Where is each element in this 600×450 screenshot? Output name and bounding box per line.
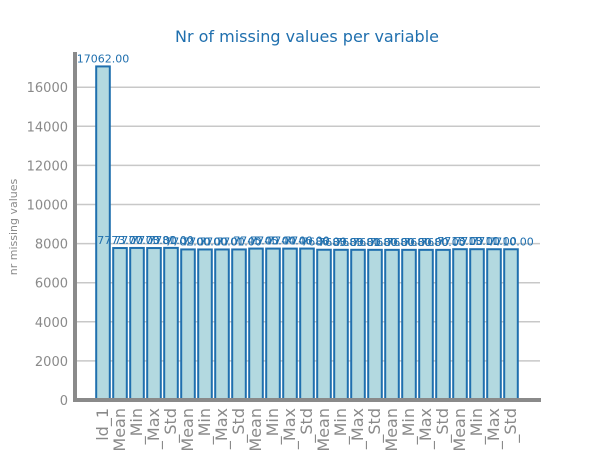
data-label: 7683.00 — [318, 236, 364, 249]
x-tick-label: _Min — [195, 408, 215, 445]
data-label: 7710.00 — [488, 235, 534, 248]
bar — [503, 248, 519, 401]
y-tick-label: 10000 — [27, 198, 68, 213]
x-tick-label: _Max — [416, 408, 436, 450]
bar — [316, 248, 332, 401]
x-tick-label: _Std — [161, 408, 181, 444]
y-tick-label: 14000 — [27, 120, 68, 135]
bar — [163, 246, 179, 401]
y-tick-label: 2000 — [35, 355, 68, 370]
bar — [350, 248, 366, 401]
x-tick-label: _Max — [280, 408, 300, 450]
bar — [231, 248, 247, 401]
bar — [129, 246, 145, 401]
bar — [299, 247, 315, 401]
x-tick-label: _Std — [501, 408, 521, 444]
y-tick-label: 4000 — [35, 316, 68, 331]
x-tick-label: _Max — [484, 408, 504, 450]
data-label: 7745.00 — [233, 235, 279, 248]
data-label: 7680.00 — [403, 236, 449, 249]
y-tick-label: 8000 — [35, 238, 68, 253]
x-tick-label: _Mean — [178, 408, 198, 450]
bar — [486, 248, 502, 401]
bar — [146, 247, 162, 401]
data-label: 7777.00 — [114, 234, 160, 247]
data-label: 7701.00 — [216, 235, 262, 248]
data-label: 7744.00 — [267, 235, 313, 248]
data-label: 7781.00 — [148, 234, 194, 247]
data-label: 7700.00 — [182, 235, 228, 248]
data-label: 7680.00 — [386, 236, 432, 249]
bar — [401, 248, 417, 401]
bar — [112, 247, 128, 401]
x-tick-label: _Min — [263, 408, 283, 445]
data-label: 7702.00 — [165, 235, 211, 248]
bar — [282, 247, 298, 401]
bar — [367, 248, 383, 401]
x-tick-label: _Min — [399, 408, 419, 445]
data-label: 7773.00 — [97, 234, 143, 247]
data-label: 7746.00 — [284, 235, 330, 248]
data-label: 7683.00 — [335, 236, 381, 249]
x-tick-label: _Std — [297, 408, 317, 444]
x-tick-label: _Min — [331, 408, 351, 445]
data-label: 7745.00 — [250, 235, 296, 248]
bar — [214, 248, 230, 401]
y-tick-label: 0 — [60, 394, 68, 409]
x-tick-label: _Std — [433, 408, 453, 444]
x-tick-label: _Std — [229, 408, 249, 444]
data-label: 7681.00 — [352, 236, 398, 249]
y-tick-label: 12000 — [27, 159, 68, 174]
data-label: 7680.00 — [420, 236, 466, 249]
x-tick-label: _Mean — [382, 408, 402, 450]
x-tick-label: _Mean — [246, 408, 266, 450]
data-label: 7713.00 — [437, 235, 483, 248]
bar — [452, 248, 468, 401]
data-label: 7711.00 — [471, 235, 517, 248]
bar — [197, 248, 213, 401]
y-tick-label: 16000 — [27, 81, 68, 96]
data-label: 7686.00 — [301, 236, 347, 249]
x-tick-label: _Mean — [314, 408, 334, 450]
y-tick-label: 6000 — [35, 277, 68, 292]
bar — [435, 248, 451, 401]
bar — [384, 248, 400, 401]
data-label: 7680.00 — [369, 236, 415, 249]
x-tick-label: _Min — [467, 408, 487, 445]
bar — [265, 247, 281, 401]
y-axis-label: nr missing values — [7, 178, 20, 275]
y-axis-ticks: 0 2000 4000 6000 8000 10000 12000 14000 16000 — [27, 81, 68, 409]
bar — [248, 247, 264, 401]
data-label: 17062.00 — [77, 52, 130, 65]
x-tick-label: _Std — [365, 408, 385, 444]
x-tick-label: _Max — [212, 408, 232, 450]
x-tick-label: _Max — [144, 408, 164, 450]
chart-title: Nr of missing values per variable — [175, 27, 439, 46]
x-tick-label: _Max — [348, 408, 368, 450]
bar — [418, 248, 434, 401]
data-label: 7713.00 — [454, 235, 500, 248]
x-tick-label: _Mean — [450, 408, 470, 450]
bar — [180, 248, 196, 401]
bar — [333, 248, 349, 401]
x-axis-ticks: ld_1_Mean_Min_Max_Std_Mean_Min_Max_Std_M… — [93, 408, 521, 450]
data-label: 7773.00 — [131, 234, 177, 247]
data-labels: 17062.007773.007777.007773.007781.007702… — [77, 52, 534, 248]
data-label: 7700.00 — [199, 235, 245, 248]
x-tick-label: ld_1 — [93, 408, 113, 441]
bar — [469, 248, 485, 401]
x-tick-label: _Mean — [110, 408, 130, 450]
x-tick-label: _Min — [127, 408, 147, 445]
